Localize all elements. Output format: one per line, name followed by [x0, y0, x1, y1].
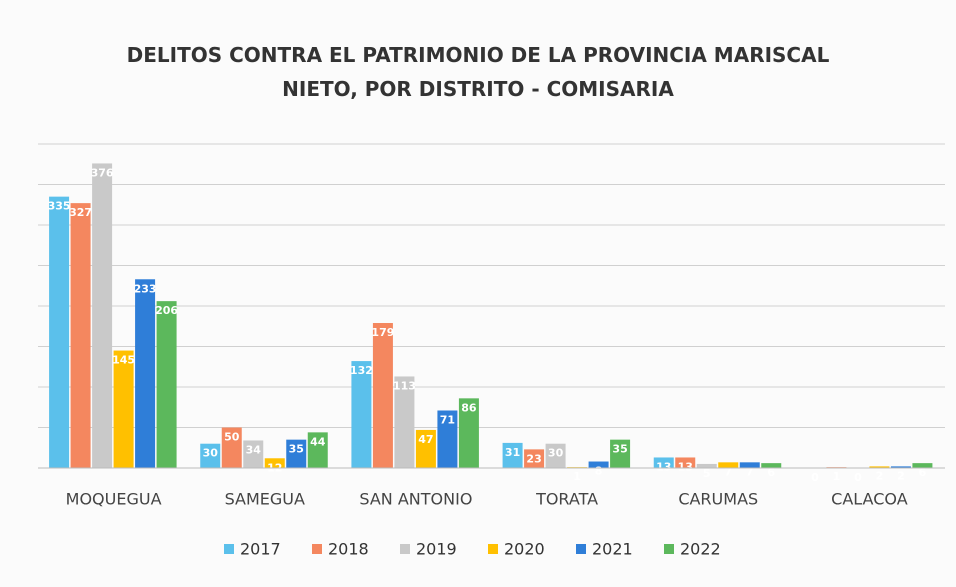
data-label: 327	[69, 206, 92, 219]
data-label: 13	[656, 460, 671, 473]
data-label: 7	[724, 465, 732, 478]
x-tick-label: CARUMAS	[678, 490, 758, 509]
bar	[912, 463, 933, 468]
bar	[458, 398, 479, 468]
data-label: 2	[876, 469, 884, 482]
data-label: 6	[767, 466, 775, 479]
x-tick-label: MOQUEGUA	[66, 490, 162, 509]
bar	[243, 440, 264, 468]
bar	[286, 439, 307, 468]
data-label: 50	[224, 431, 240, 444]
bar	[113, 350, 134, 468]
legend-label: 2017	[240, 540, 281, 559]
data-label: 86	[461, 401, 477, 414]
x-tick-label: CALACOA	[831, 490, 908, 509]
data-label: 376	[91, 166, 114, 179]
bar	[437, 410, 458, 468]
bar	[394, 376, 415, 468]
bar	[135, 279, 156, 468]
data-label: 132	[350, 364, 373, 377]
legend-swatch	[664, 544, 674, 554]
data-label: 113	[393, 379, 416, 392]
bar	[761, 463, 782, 468]
data-label: 0	[811, 471, 819, 484]
bar	[351, 361, 372, 468]
bar	[675, 457, 696, 468]
bar	[524, 449, 545, 468]
data-label: 7	[746, 465, 754, 478]
data-label: 23	[526, 452, 541, 465]
data-label: 206	[155, 304, 178, 317]
data-label: 30	[548, 447, 564, 460]
bar	[588, 461, 609, 468]
bar	[221, 427, 242, 468]
bar	[869, 466, 890, 468]
bar	[415, 429, 436, 468]
bar	[696, 463, 717, 468]
x-tick-label: SAMEGUA	[225, 490, 305, 509]
data-label: 145	[112, 354, 135, 367]
data-label: 71	[440, 413, 455, 426]
bar	[718, 462, 739, 468]
legend-label: 2021	[592, 540, 633, 559]
data-label: 13	[678, 460, 693, 473]
bar	[49, 196, 70, 468]
legend-swatch	[224, 544, 234, 554]
legend-label: 2018	[328, 540, 369, 559]
data-label: 47	[418, 433, 433, 446]
data-label: 2	[897, 469, 905, 482]
bar	[70, 203, 91, 468]
bar	[200, 443, 221, 468]
legend-swatch	[576, 544, 586, 554]
bar	[92, 163, 113, 468]
x-tick-label: SAN ANTONIO	[359, 490, 472, 509]
data-label: 31	[505, 446, 520, 459]
bar	[372, 323, 393, 468]
bar	[502, 442, 523, 468]
data-label: 8	[595, 465, 603, 478]
bar	[545, 443, 566, 468]
legend-swatch	[400, 544, 410, 554]
bar	[610, 439, 631, 468]
data-label: 6	[919, 466, 927, 479]
data-label: 35	[612, 443, 627, 456]
bar	[890, 466, 911, 468]
data-label: 1	[573, 470, 581, 483]
data-label: 0	[854, 471, 862, 484]
legend-swatch	[312, 544, 322, 554]
chart-title: DELITOS CONTRA EL PATRIMONIO DE LA PROVI…	[126, 43, 830, 101]
data-label: 35	[289, 443, 304, 456]
data-label: 30	[203, 447, 219, 460]
data-label: 179	[371, 326, 394, 339]
bar	[653, 457, 674, 468]
bar	[307, 432, 328, 468]
data-label: 233	[134, 282, 157, 295]
data-label: 34	[246, 443, 262, 456]
data-label: 44	[310, 435, 326, 448]
legend-label: 2019	[416, 540, 457, 559]
bar	[739, 462, 760, 468]
bar	[264, 458, 285, 468]
x-tick-label: TORATA	[535, 490, 598, 509]
legend-label: 2020	[504, 540, 545, 559]
data-label: 335	[48, 200, 71, 213]
legend-swatch	[488, 544, 498, 554]
bar	[156, 301, 177, 468]
data-label: 1	[833, 470, 841, 483]
legend-label: 2022	[680, 540, 721, 559]
data-label: 5	[703, 467, 711, 480]
